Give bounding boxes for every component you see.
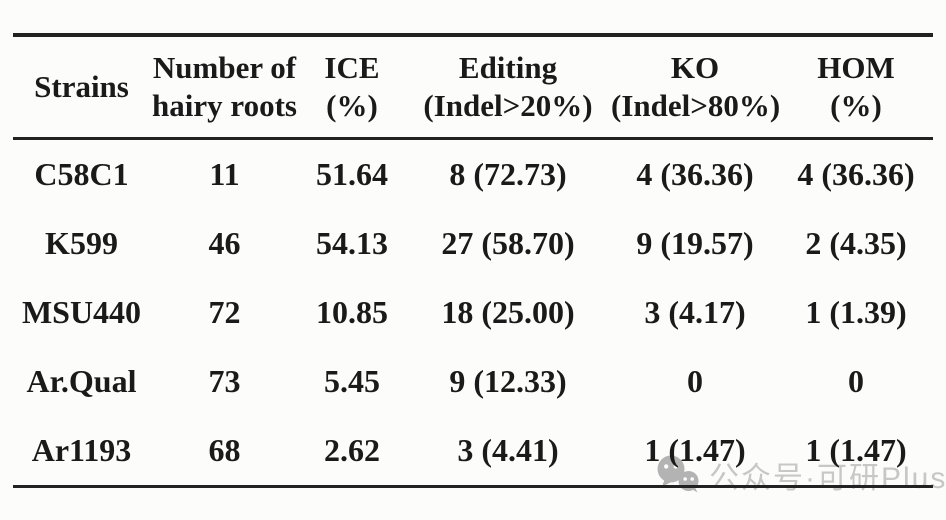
table-cell: 1 (1.47) bbox=[805, 432, 907, 468]
header-line: KO bbox=[670, 50, 720, 85]
strain-editing-table: Strains Number of hairy roots ICE (%) Ed… bbox=[13, 33, 933, 488]
header-line: (Indel>80%) bbox=[611, 88, 781, 123]
table-body: C58C1 11 51.64 8 (72.73) 4 (36.36) 4 (36… bbox=[13, 140, 933, 485]
table-row: Ar1193 68 2.62 3 (4.41) 1 (1.47) 1 (1.47… bbox=[13, 416, 933, 485]
table-header-row: Strains Number of hairy roots ICE (%) Ed… bbox=[13, 37, 933, 140]
table-cell: 9 (19.57) bbox=[636, 225, 754, 261]
table-cell: 54.13 bbox=[316, 225, 388, 261]
table-row: K599 46 54.13 27 (58.70) 9 (19.57) 2 (4.… bbox=[13, 209, 933, 278]
table-cell: 4 (36.36) bbox=[636, 156, 754, 192]
strain-cell: C58C1 bbox=[34, 156, 129, 192]
table-cell: 9 (12.33) bbox=[449, 363, 567, 399]
table-cell: 5.45 bbox=[324, 363, 380, 399]
table-cell: 10.85 bbox=[316, 294, 388, 330]
table-cell: 0 bbox=[848, 363, 864, 399]
table-cell: 1 (1.39) bbox=[805, 294, 907, 330]
table-cell: 0 bbox=[687, 363, 703, 399]
column-header-hairy-roots: Number of hairy roots bbox=[150, 49, 299, 125]
header-line: Editing bbox=[458, 50, 558, 85]
column-header-strains: Strains bbox=[13, 68, 150, 106]
strain-cell: Ar.Qual bbox=[26, 363, 137, 399]
table-cell: 68 bbox=[208, 432, 241, 468]
table-cell: 3 (4.17) bbox=[644, 294, 746, 330]
table-row: MSU440 72 10.85 18 (25.00) 3 (4.17) 1 (1… bbox=[13, 278, 933, 347]
header-line: Number of bbox=[152, 50, 297, 85]
header-line: (%) bbox=[830, 88, 882, 123]
table-cell: 4 (36.36) bbox=[797, 156, 915, 192]
table-cell: 72 bbox=[208, 294, 241, 330]
header-line: ICE bbox=[324, 50, 380, 85]
table-cell: 73 bbox=[208, 363, 241, 399]
header-line: (%) bbox=[326, 88, 378, 123]
strain-cell: Ar1193 bbox=[31, 432, 132, 468]
header-line: HOM bbox=[817, 50, 895, 85]
column-header-ko: KO (Indel>80%) bbox=[611, 49, 781, 125]
table-cell: 27 (58.70) bbox=[441, 225, 575, 261]
header-line: (Indel>20%) bbox=[423, 88, 593, 123]
strain-cell: MSU440 bbox=[21, 294, 142, 330]
table-cell: 8 (72.73) bbox=[449, 156, 567, 192]
table-row: Ar.Qual 73 5.45 9 (12.33) 0 0 bbox=[13, 347, 933, 416]
table-cell: 2 (4.35) bbox=[805, 225, 907, 261]
table-row: C58C1 11 51.64 8 (72.73) 4 (36.36) 4 (36… bbox=[13, 140, 933, 209]
column-header-hom: HOM (%) bbox=[779, 49, 933, 125]
table-cell: 3 (4.41) bbox=[457, 432, 559, 468]
table-cell: 2.62 bbox=[324, 432, 380, 468]
table-cell: 46 bbox=[208, 225, 241, 261]
table-cell: 18 (25.00) bbox=[441, 294, 575, 330]
watermark-text: 公众号·可研Plus bbox=[709, 462, 946, 495]
table-cell: 11 bbox=[209, 156, 240, 192]
table-cell: 1 (1.47) bbox=[644, 432, 746, 468]
table-cell: 51.64 bbox=[316, 156, 388, 192]
strain-cell: K599 bbox=[45, 225, 118, 261]
column-header-ice: ICE (%) bbox=[299, 49, 405, 125]
header-line: Strains bbox=[34, 69, 129, 104]
column-header-editing: Editing (Indel>20%) bbox=[405, 49, 611, 125]
header-line: hairy roots bbox=[152, 88, 297, 123]
